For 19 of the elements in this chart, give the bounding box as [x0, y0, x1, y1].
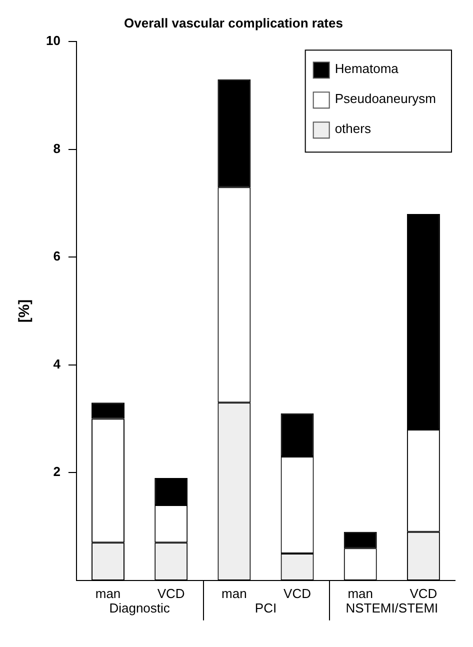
- legend-label: Hematoma: [334, 61, 400, 76]
- x-tick-label: man: [95, 586, 121, 601]
- y-tick-label: 10: [46, 33, 60, 48]
- y-tick-label: 4: [53, 356, 62, 372]
- text: PCI: [254, 600, 277, 616]
- legend-label: others: [334, 121, 372, 136]
- x-tick-label: man: [222, 586, 247, 601]
- chart-title: Overall vascular complication rates: [124, 15, 343, 30]
- y-axis-title: [%]: [16, 299, 34, 323]
- text: NSTEMI/STEMI: [346, 600, 438, 616]
- text: Diagnostic: [109, 600, 170, 616]
- y-tick-label: 2: [53, 464, 60, 480]
- x-tick-label: VCD: [284, 586, 311, 601]
- x-tick-label: VCD: [157, 586, 185, 601]
- x-tick-label: man: [348, 586, 374, 601]
- legend-label: Pseudoaneurysm: [334, 91, 436, 106]
- x-tick-label: VCD: [410, 586, 438, 601]
- y-tick-label: 8: [53, 140, 60, 156]
- y-tick-label: 6: [53, 248, 60, 264]
